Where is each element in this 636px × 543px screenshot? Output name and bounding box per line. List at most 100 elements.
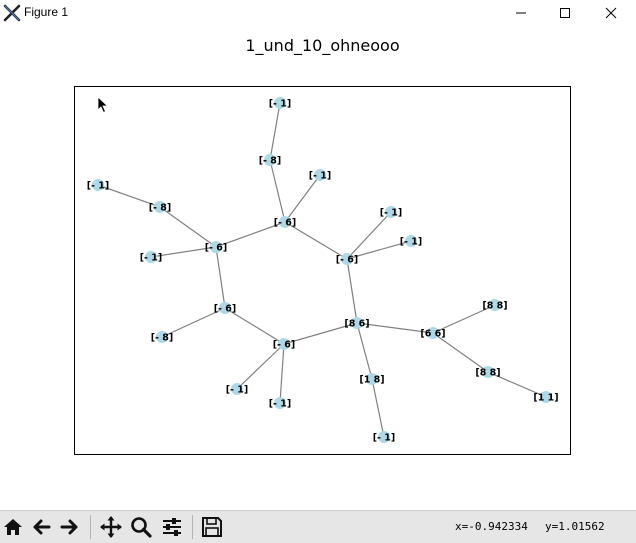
graph-edge bbox=[236, 343, 285, 390]
graph-node bbox=[366, 373, 378, 385]
graph-edge bbox=[97, 184, 161, 208]
minimize-icon bbox=[516, 12, 526, 14]
plot-axes[interactable]: [- 1] [- 8] [- 1] [- 6] [- 1] [- 8] [- 6] [- 1]… bbox=[74, 86, 571, 455]
graph-node-label: [- 1] bbox=[309, 171, 332, 182]
graph-edge bbox=[150, 246, 217, 258]
minimize-button[interactable] bbox=[498, 0, 544, 26]
graph-drawing: [- 1] [- 8] [- 1] [- 6] [- 1] [- 8] [- 6] [- 1]… bbox=[87, 97, 559, 444]
graph-node bbox=[427, 327, 439, 339]
y-coordinate-readout: y=1.01562 bbox=[545, 520, 605, 533]
graph-node-label: [- 1] bbox=[140, 253, 163, 264]
mouse-cursor-icon bbox=[97, 96, 109, 114]
graph-edge bbox=[371, 378, 385, 438]
sliders-icon bbox=[163, 518, 181, 536]
graph-node bbox=[210, 241, 222, 253]
arrow-right-icon bbox=[60, 519, 78, 535]
graph-edge bbox=[346, 211, 392, 260]
graph-node bbox=[274, 97, 286, 109]
zoom-icon bbox=[131, 517, 152, 538]
graph-edge bbox=[283, 322, 358, 345]
home-button[interactable] bbox=[0, 515, 26, 539]
graph-node bbox=[274, 397, 286, 409]
graph-edge bbox=[356, 322, 434, 334]
graph-node-label: [- 6] bbox=[336, 255, 359, 266]
x-coordinate-readout: x=-0.942334 bbox=[455, 520, 528, 533]
back-button[interactable] bbox=[28, 515, 54, 539]
graph-node-label: [- 1] bbox=[380, 208, 403, 219]
graph-node-label: [8 8] bbox=[475, 368, 500, 379]
navigation-toolbar: x=-0.942334 y=1.01562 bbox=[0, 510, 636, 543]
save-figure-button[interactable] bbox=[199, 515, 225, 539]
graph-node-label: [- 1] bbox=[373, 433, 396, 444]
graph-node-label: [- 1] bbox=[269, 99, 292, 110]
graph-node bbox=[378, 431, 390, 443]
graph-edge bbox=[432, 304, 496, 334]
pan-button[interactable] bbox=[98, 515, 124, 539]
graph-node-label: [- 8] bbox=[149, 203, 172, 214]
graph-edge bbox=[346, 240, 412, 260]
graph-node bbox=[264, 154, 276, 166]
graph-node bbox=[219, 302, 231, 314]
plot-title: 1_und_10_ohneooo bbox=[245, 36, 400, 55]
maximize-icon bbox=[560, 8, 570, 18]
graph-edge bbox=[215, 246, 226, 309]
maximize-button[interactable] bbox=[542, 0, 588, 26]
graph-node-label: [- 1] bbox=[87, 181, 110, 192]
graph-node-label: [- 1] bbox=[400, 237, 423, 248]
graph-node bbox=[279, 216, 291, 228]
graph-node-label: [1 1] bbox=[533, 393, 558, 404]
graph-edge bbox=[269, 159, 286, 223]
graph-node-label: [- 6] bbox=[205, 243, 228, 254]
graph-node-label: [- 6] bbox=[273, 340, 296, 351]
graph-node bbox=[154, 201, 166, 213]
save-icon bbox=[202, 517, 222, 537]
graph-node-label: [8 6] bbox=[344, 319, 369, 330]
graph-node-label: [- 1] bbox=[226, 385, 249, 396]
graph-edge bbox=[356, 322, 373, 380]
graph-node bbox=[278, 338, 290, 350]
forward-button[interactable] bbox=[57, 515, 83, 539]
graph-node bbox=[145, 251, 157, 263]
graph-node-label: [- 6] bbox=[214, 304, 237, 315]
graph-edge bbox=[215, 221, 286, 248]
toolbar-separator bbox=[90, 515, 91, 539]
graph-node bbox=[92, 179, 104, 191]
zoom-button[interactable] bbox=[128, 515, 154, 539]
graph-edge bbox=[161, 307, 226, 338]
move-icon bbox=[100, 516, 122, 538]
graph-node-label: [- 1] bbox=[269, 399, 292, 410]
graph-edge bbox=[284, 221, 348, 260]
graph-edge bbox=[269, 102, 281, 161]
graph-edge bbox=[279, 343, 285, 404]
window-titlebar: Figure 1 bbox=[0, 0, 636, 26]
graph-node bbox=[314, 169, 326, 181]
graph-node bbox=[385, 206, 397, 218]
graph-node bbox=[341, 253, 353, 265]
arrow-left-icon bbox=[33, 519, 51, 535]
graph-edge bbox=[224, 307, 285, 345]
graph-node-label: [- 6] bbox=[274, 218, 297, 229]
graph-node bbox=[489, 299, 501, 311]
window-title: Figure 1 bbox=[24, 5, 69, 19]
graph-node-label: [- 8] bbox=[151, 333, 174, 344]
graph-node-label: [8 8] bbox=[482, 301, 507, 312]
matplotlib-x-icon bbox=[3, 4, 21, 22]
graph-node bbox=[231, 383, 243, 395]
close-icon bbox=[605, 7, 617, 19]
graph-edge bbox=[487, 371, 547, 398]
graph-node-label: [- 8] bbox=[259, 156, 282, 167]
graph-node bbox=[482, 366, 494, 378]
graph-node-label: [6 6] bbox=[420, 329, 445, 340]
toolbar-separator bbox=[192, 515, 193, 539]
graph-edge bbox=[159, 206, 217, 248]
graph-node-label: [1 8] bbox=[359, 375, 384, 386]
graph-edge bbox=[284, 174, 321, 223]
close-button[interactable] bbox=[588, 0, 634, 26]
graph-node bbox=[156, 331, 168, 343]
graph-edge bbox=[346, 258, 358, 324]
graph-edge bbox=[432, 332, 489, 373]
home-icon bbox=[4, 519, 22, 535]
graph-node bbox=[351, 317, 363, 329]
graph-node bbox=[405, 235, 417, 247]
configure-subplots-button[interactable] bbox=[159, 515, 185, 539]
